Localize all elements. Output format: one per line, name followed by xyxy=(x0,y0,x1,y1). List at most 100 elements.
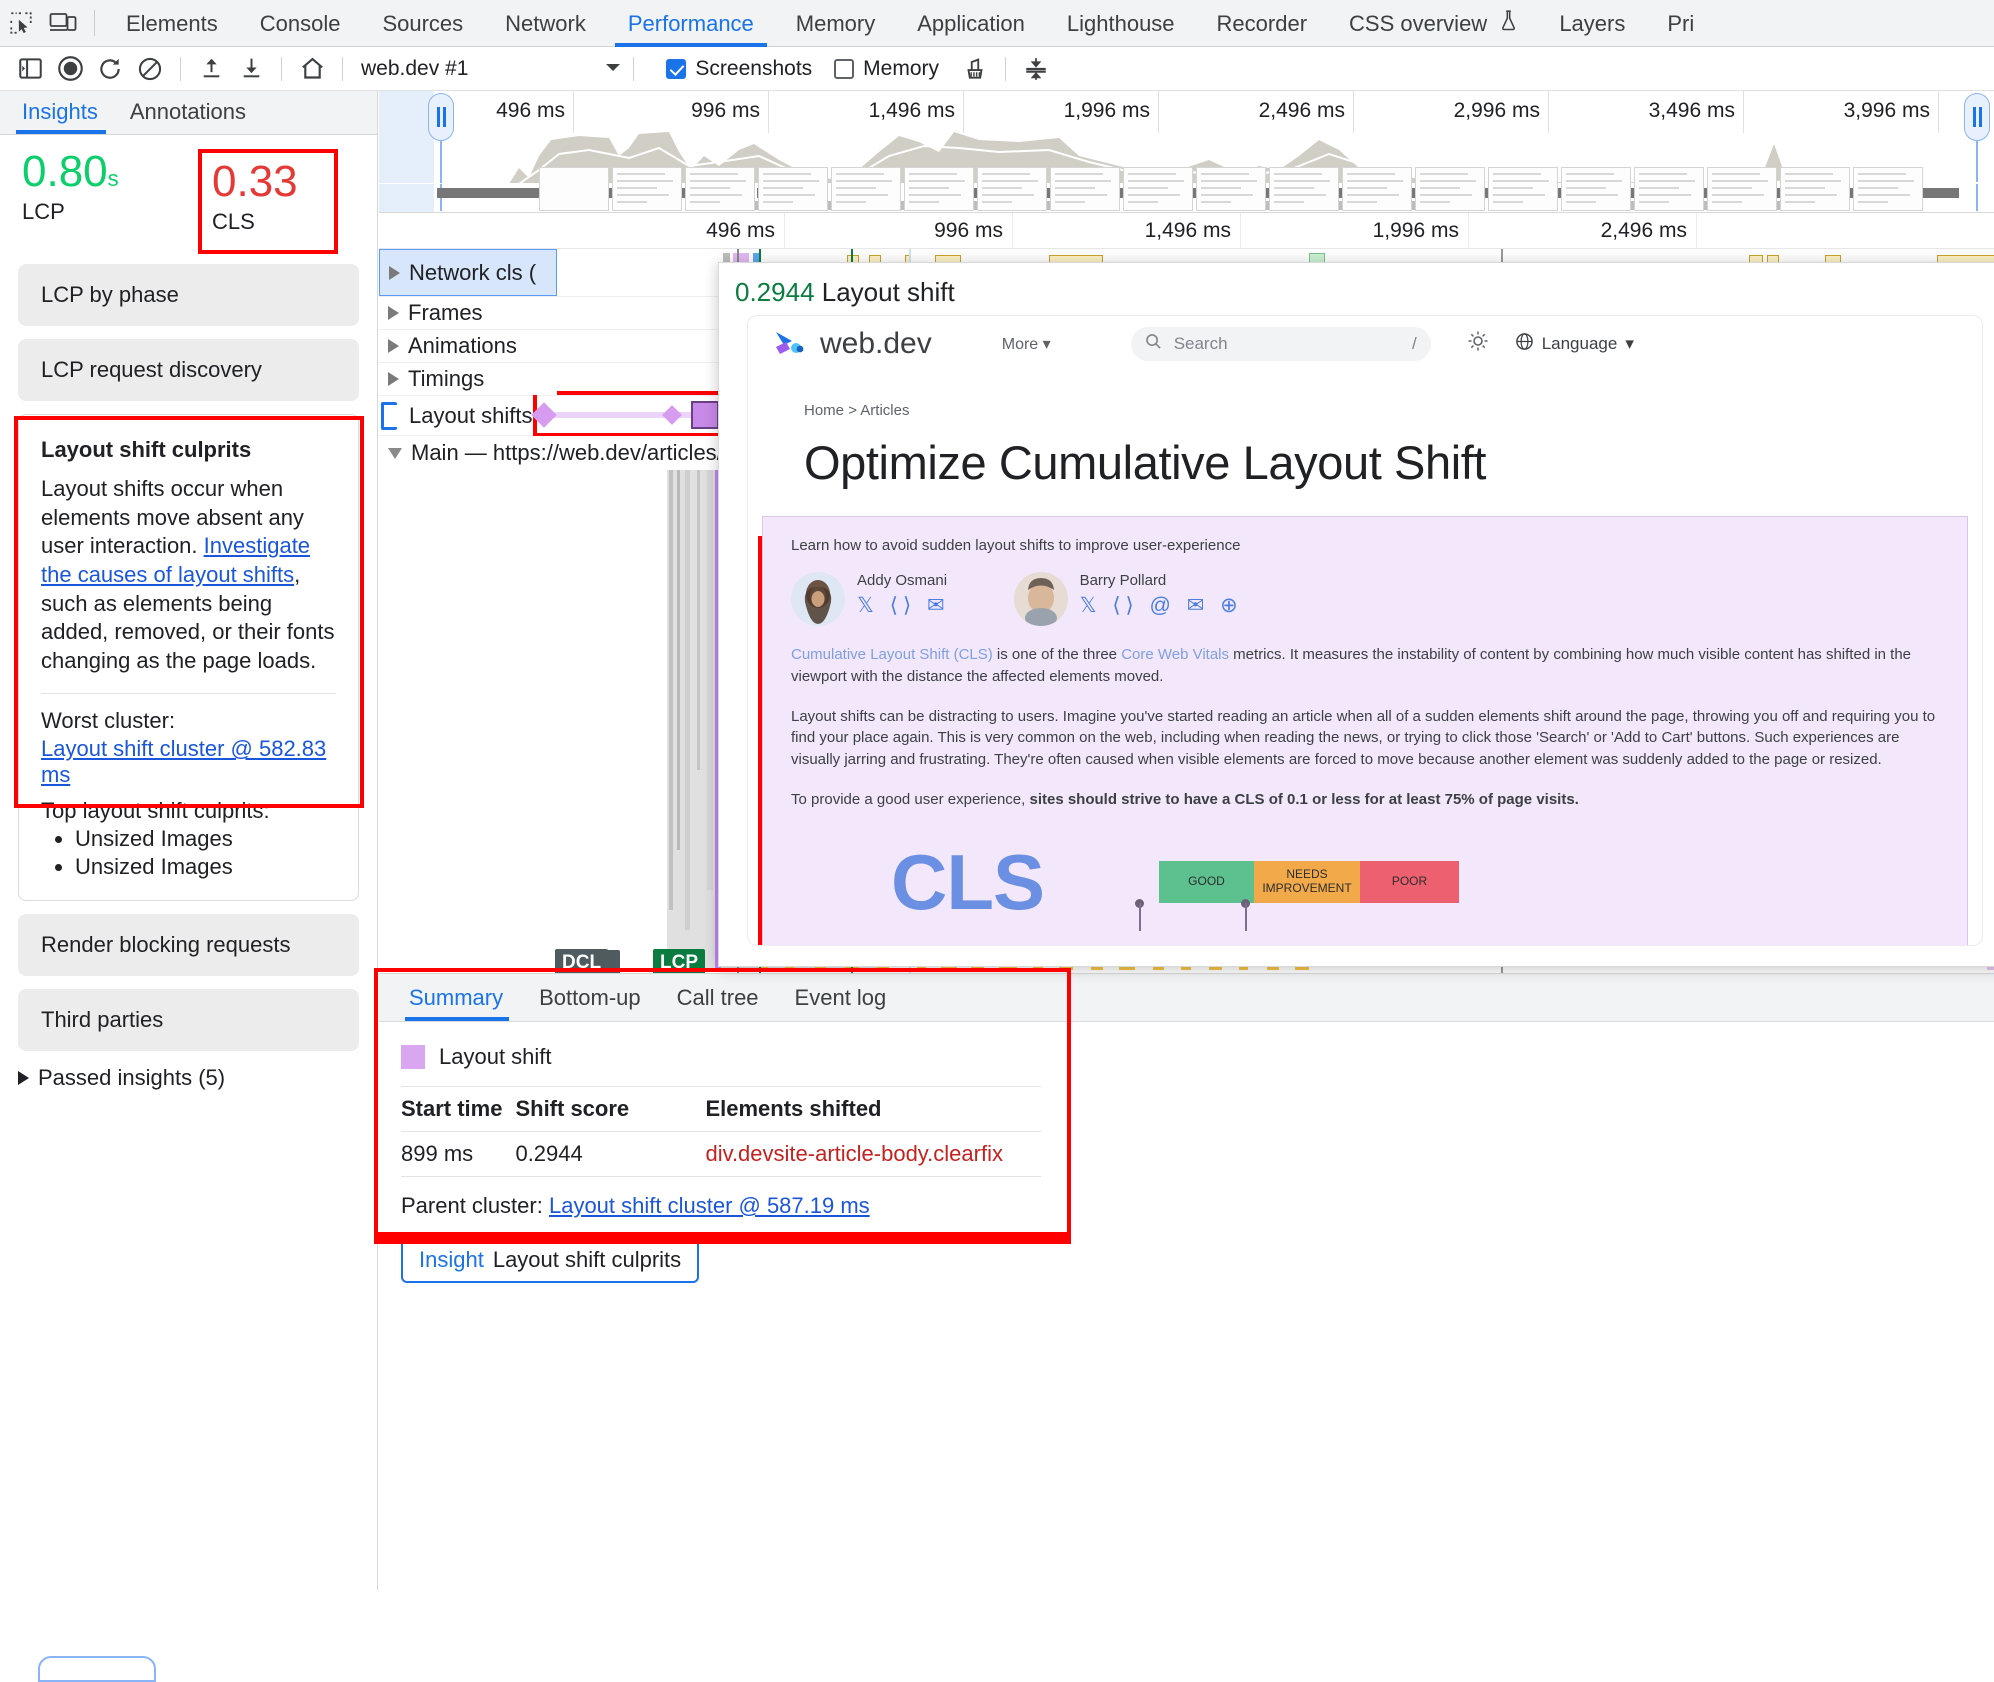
screenshots-checkbox[interactable]: Screenshots xyxy=(666,57,812,81)
metric-lcp[interactable]: 0.80s LCP xyxy=(22,148,174,243)
tab-layers[interactable]: Layers xyxy=(1559,10,1626,36)
filmstrip-frame[interactable] xyxy=(758,167,828,211)
screenshot-filmstrip[interactable] xyxy=(379,167,1994,213)
tab-bottom-up[interactable]: Bottom-up xyxy=(539,985,641,1010)
column-header-start-time: Start time xyxy=(401,1086,516,1132)
inspect-element-icon[interactable] xyxy=(0,2,42,44)
sidebar-tab-annotations[interactable]: Annotations xyxy=(129,99,247,124)
memory-checkbox[interactable]: Memory xyxy=(834,57,939,81)
expand-collapse-icon[interactable] xyxy=(1016,49,1056,89)
track-name-frames[interactable]: Frames xyxy=(379,297,557,329)
preview-search-box[interactable]: Search / xyxy=(1130,327,1431,361)
filmstrip-frame[interactable] xyxy=(1634,167,1704,211)
tab-application[interactable]: Application xyxy=(917,10,1025,36)
garbage-collect-icon[interactable] xyxy=(955,49,995,89)
checkbox-box[interactable] xyxy=(666,58,687,79)
filmstrip-frame[interactable] xyxy=(1780,167,1850,211)
overview-left-handle[interactable] xyxy=(428,93,454,141)
filmstrip-frame[interactable] xyxy=(1123,167,1193,211)
breadcrumb-home[interactable]: Home xyxy=(804,402,845,419)
filmstrip-frame[interactable] xyxy=(1488,167,1558,211)
filmstrip-frame[interactable] xyxy=(977,167,1047,211)
tab-summary[interactable]: Summary xyxy=(391,985,521,1021)
upload-profile-icon[interactable] xyxy=(191,49,231,89)
marker-dcl[interactable]: DCL xyxy=(555,949,609,977)
chevron-down-icon[interactable] xyxy=(603,60,623,77)
parent-cluster-link[interactable]: Layout shift cluster @ 587.19 ms xyxy=(548,1193,870,1218)
preview-language-selector[interactable]: Language ▾ xyxy=(1515,332,1634,356)
insight-button[interactable]: Insight Layout shift culprits xyxy=(401,1237,700,1283)
sidebar-item-lcp-request-discovery[interactable]: LCP request discovery xyxy=(18,339,359,402)
track-name-layout-shifts[interactable]: Layout shifts xyxy=(409,402,533,428)
chevron-right-icon[interactable] xyxy=(388,372,399,386)
tab-lighthouse[interactable]: Lighthouse xyxy=(1066,10,1175,36)
tab-call-tree[interactable]: Call tree xyxy=(676,985,759,1010)
tab-sources[interactable]: Sources xyxy=(382,10,464,36)
filmstrip-frame[interactable] xyxy=(1853,167,1923,211)
tab-recorder[interactable]: Recorder xyxy=(1216,10,1308,36)
tab-elements[interactable]: Elements xyxy=(126,10,218,36)
filmstrip-frame[interactable] xyxy=(1707,167,1777,211)
sidebar-item-render-blocking-requests[interactable]: Render blocking requests xyxy=(18,914,359,977)
timeline-tick: 1,996 ms xyxy=(1372,219,1459,242)
chevron-right-icon[interactable] xyxy=(388,306,399,320)
tab-event-log[interactable]: Event log xyxy=(794,985,887,1010)
filmstrip-frame[interactable] xyxy=(831,167,901,211)
sidebar-card-layout-shift-culprits[interactable]: Layout shift culprits Layout shifts occu… xyxy=(18,414,359,902)
chevron-right-icon[interactable] xyxy=(389,265,400,280)
breadcrumb-articles[interactable]: Articles xyxy=(860,402,910,419)
clear-button[interactable] xyxy=(130,49,170,89)
track-name-animations[interactable]: Animations xyxy=(379,330,557,362)
card-divider xyxy=(41,693,336,695)
marker-lcp[interactable]: LCP xyxy=(653,949,705,977)
tab-privacy[interactable]: Pri xyxy=(1667,10,1695,36)
filmstrip-frame[interactable] xyxy=(539,167,609,211)
filmstrip-frame[interactable] xyxy=(612,167,682,211)
overview-right-handle[interactable] xyxy=(1964,93,1990,141)
track-name-network[interactable]: Network cls ( xyxy=(379,249,557,296)
chevron-down-icon[interactable] xyxy=(388,447,402,459)
author-social-links[interactable]: 𝕏 ⟨⟩ ✉ xyxy=(857,594,950,617)
cls-definition-link[interactable]: Cumulative Layout Shift (CLS) xyxy=(791,646,993,663)
sidebar-item-lcp-by-phase[interactable]: LCP by phase xyxy=(18,264,359,327)
tab-css-overview[interactable]: CSS overview xyxy=(1328,0,1538,47)
cls-scale-good: GOOD xyxy=(1159,861,1254,903)
tab-performance[interactable]: Performance xyxy=(607,0,775,47)
chevron-right-icon[interactable] xyxy=(388,339,399,353)
preview-more-menu[interactable]: More ▾ xyxy=(1001,336,1051,353)
layout-shift-tooltip: 0.2944 Layout shift web.dev More ▾ Searc… xyxy=(718,262,1994,967)
tab-memory[interactable]: Memory xyxy=(795,10,876,36)
filmstrip-frame[interactable] xyxy=(1050,167,1120,211)
reload-and-record-button[interactable] xyxy=(90,49,130,89)
filmstrip-frame[interactable] xyxy=(1196,167,1266,211)
filmstrip-frame[interactable] xyxy=(1342,167,1412,211)
tab-console[interactable]: Console xyxy=(259,10,341,36)
worst-cluster-link[interactable]: Layout shift cluster @ 582.83 ms xyxy=(41,736,327,788)
toggle-sidebar-icon[interactable] xyxy=(10,49,50,89)
device-toolbar-icon[interactable] xyxy=(42,2,84,44)
cell-elements-shifted[interactable]: div.devsite-article-body.clearfix xyxy=(705,1131,1041,1177)
author-social-links[interactable]: 𝕏 ⟨⟩ @ ✉ ⊕ xyxy=(1079,594,1243,617)
toolbar-divider xyxy=(281,56,282,81)
sidebar-tab-insights[interactable]: Insights xyxy=(0,99,114,134)
sidebar-item-third-parties[interactable]: Third parties xyxy=(18,989,359,1052)
passed-insights-toggle[interactable]: Passed insights (5) xyxy=(18,1065,359,1091)
legend-label: Layout shift xyxy=(439,1044,552,1069)
track-name-timings[interactable]: Timings xyxy=(379,363,557,395)
investigate-causes-link[interactable]: Investigate the causes of layout shifts xyxy=(41,533,311,587)
profile-selector-label[interactable]: web.dev #1 xyxy=(361,56,469,80)
core-web-vitals-link[interactable]: Core Web Vitals xyxy=(1121,646,1230,663)
checkbox-box[interactable] xyxy=(834,58,855,79)
filmstrip-frame[interactable] xyxy=(685,167,755,211)
download-profile-icon[interactable] xyxy=(231,49,271,89)
filmstrip-frame[interactable] xyxy=(1269,167,1339,211)
tab-network[interactable]: Network xyxy=(505,10,586,36)
track-name-main[interactable]: Main — https://web.dev/articles/optimi xyxy=(379,436,719,470)
sun-icon[interactable] xyxy=(1467,330,1489,358)
filmstrip-frame[interactable] xyxy=(1561,167,1631,211)
filmstrip-frame[interactable] xyxy=(904,167,974,211)
record-button[interactable] xyxy=(50,49,90,89)
filmstrip-frame[interactable] xyxy=(1415,167,1485,211)
metric-cls[interactable]: 0.33 CLS xyxy=(174,149,338,254)
home-icon[interactable] xyxy=(292,49,332,89)
